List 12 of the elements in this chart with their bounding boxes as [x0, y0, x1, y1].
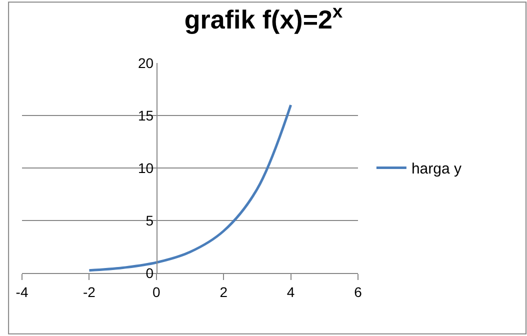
y-tick-label: 10 [138, 160, 154, 176]
chart-title: grafik f(x)=2$^{x}$ [184, 1, 343, 34]
x-tick-label: 4 [286, 284, 295, 300]
y-tick-label: 20 [138, 54, 154, 71]
x-tick-label: 2 [220, 284, 228, 300]
x-tick-label: 6 [354, 284, 362, 300]
x-tick-label: -2 [82, 284, 96, 300]
y-tick-label: 5 [146, 212, 154, 228]
y-tick-label: 15 [138, 107, 154, 124]
legend-label: harga y [411, 160, 462, 178]
y-tick-label: 0 [146, 264, 154, 281]
x-tick-label: -4 [16, 284, 28, 300]
